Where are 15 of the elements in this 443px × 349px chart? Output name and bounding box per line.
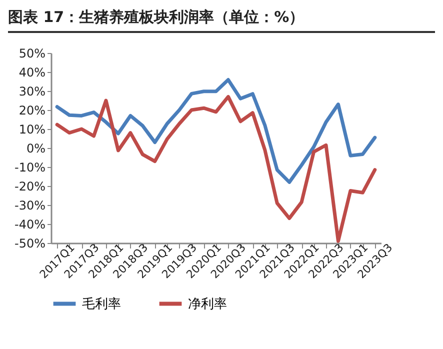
y-tick-label: 10% xyxy=(18,122,46,136)
y-tick-label: -20% xyxy=(14,180,46,194)
line-series xyxy=(55,78,377,184)
line-series xyxy=(55,94,377,243)
y-tick-label: 50% xyxy=(18,46,46,60)
legend-label: 净利率 xyxy=(188,296,227,312)
chart-title: 图表 17：生猪养殖板块利润率（单位：%） xyxy=(8,8,435,33)
y-tick-label: -40% xyxy=(14,218,46,232)
legend-label: 毛利率 xyxy=(82,296,121,312)
y-tick-label: -10% xyxy=(14,160,46,174)
y-tick-label: -30% xyxy=(14,198,46,212)
y-tick-label: 40% xyxy=(18,66,46,80)
y-tick-label: 20% xyxy=(18,104,46,118)
y-tick-label: 0% xyxy=(26,142,46,156)
y-tick-label: 30% xyxy=(18,84,46,98)
